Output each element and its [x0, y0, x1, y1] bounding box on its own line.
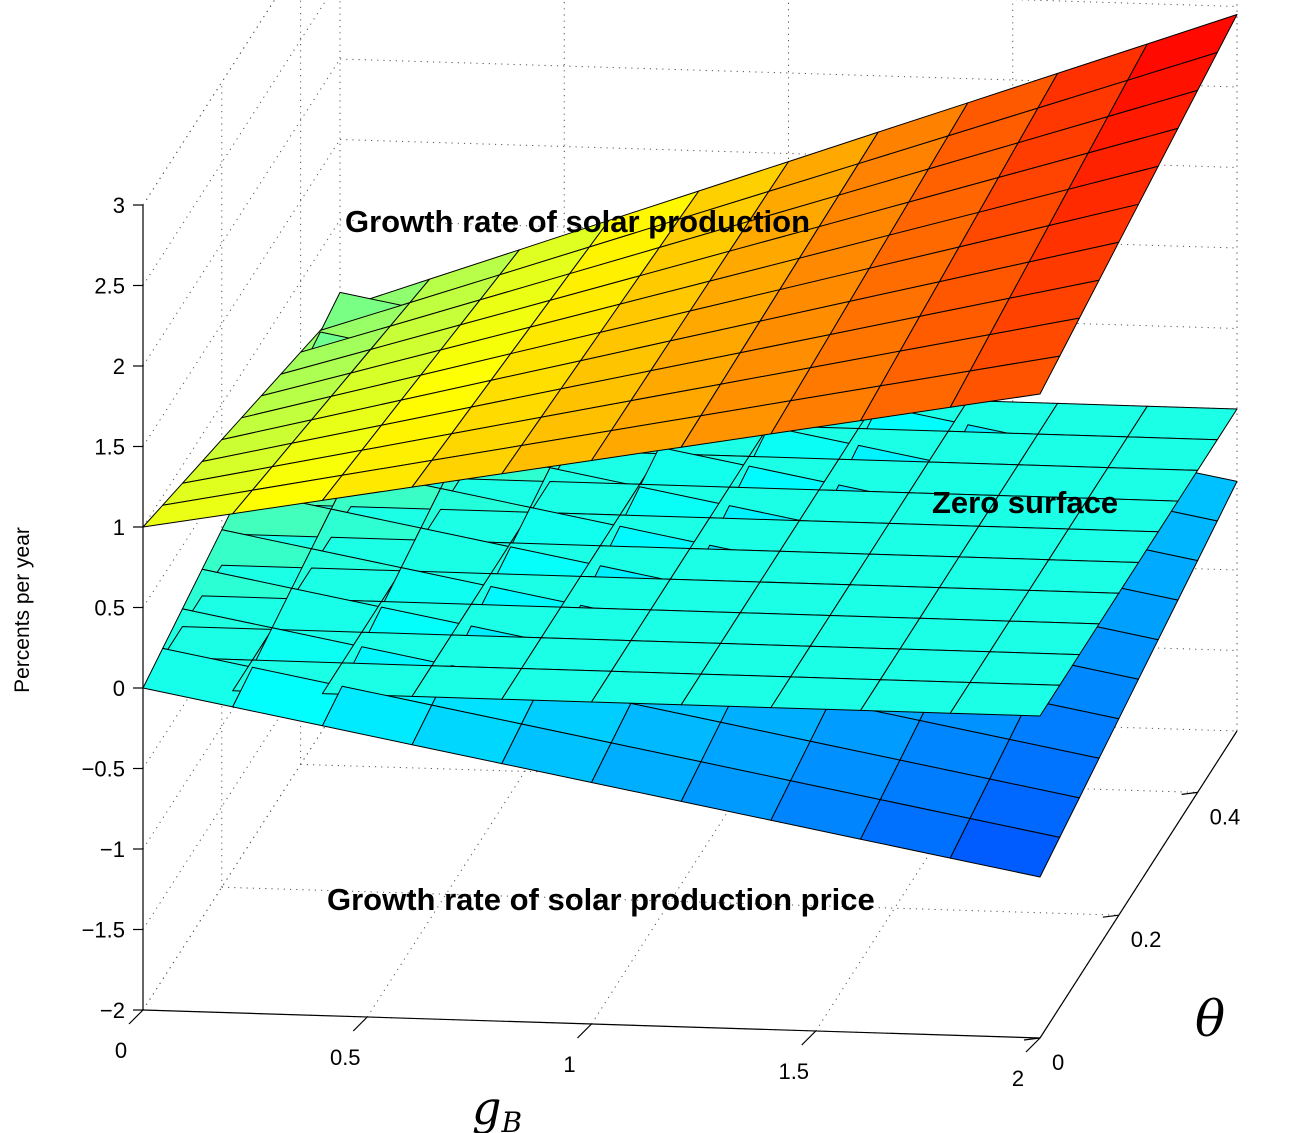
x-tick	[352, 1016, 368, 1032]
z-tick-label: 1	[113, 515, 125, 540]
y-tick-label: 0.2	[1131, 927, 1162, 952]
grid-line	[300, 763, 1198, 793]
y-tick	[1023, 1037, 1041, 1041]
z-axis-label: Percents per year	[11, 527, 34, 693]
surface-patch-zero	[969, 651, 1080, 686]
x-axis-line	[142, 1009, 1041, 1039]
grid-line	[142, 0, 327, 286]
surface-patch-zero	[1127, 405, 1238, 441]
x-tick	[128, 1009, 144, 1025]
x-tick-label: 0.5	[330, 1045, 361, 1070]
surface-patch-production	[949, 355, 1061, 408]
grid-line	[142, 0, 276, 206]
y-tick-label: 0.4	[1210, 804, 1241, 829]
y-axis-line	[1039, 730, 1238, 1039]
x-axis-label: gB	[472, 1081, 522, 1133]
y-tick-label: 0	[1052, 1050, 1064, 1075]
z-tick-label: −1.5	[82, 918, 125, 943]
grid-line	[339, 219, 1238, 249]
grid-line	[142, 0, 276, 206]
axes: −2 −1.5 −1 −0.5 0 0.5 1 1.5 2 2.5 3 0 0.5 1 1.5 2 0 0.2 0.…	[82, 193, 1241, 1091]
surface-patch-zero	[989, 620, 1100, 656]
z-tick-label: 3	[113, 193, 125, 218]
grid-line	[142, 139, 341, 447]
surface-patch-zero	[1008, 589, 1120, 625]
z-tick-label: −1	[100, 837, 125, 862]
surfaces	[142, 14, 1238, 878]
surface-patch-zero	[949, 682, 1061, 717]
z-tick-label: 2	[113, 354, 125, 379]
surface-patch-zero	[1048, 528, 1159, 563]
z-tick-label: 2.5	[94, 274, 125, 299]
y-tick	[1181, 791, 1198, 795]
y-axis-label: θ	[1195, 990, 1225, 1048]
surface-patch-price	[949, 818, 1061, 878]
annotation-zero-surface: Zero surface	[932, 485, 1118, 520]
surface-patch-zero	[1107, 436, 1218, 471]
z-tick-label: −0.5	[82, 757, 125, 782]
labels: Growth rate of solar production Zero sur…	[11, 204, 1225, 1133]
x-tick	[1025, 1037, 1041, 1053]
grid-line	[142, 219, 341, 528]
grid-line	[339, 139, 1238, 168]
x-tick-label: 2	[1012, 1066, 1024, 1091]
surface-patch-zero	[1028, 559, 1139, 594]
x-tick	[577, 1023, 592, 1039]
grid-line	[221, 886, 1119, 916]
grid-line	[142, 58, 341, 367]
x-tick-label: 1	[563, 1052, 575, 1077]
z-tick-label: −2	[100, 998, 125, 1023]
x-tick	[801, 1030, 817, 1046]
annotation-price: Growth rate of solar production price	[327, 882, 875, 917]
grid-line	[142, 702, 341, 1011]
x-tick-label: 0	[115, 1038, 127, 1063]
z-tick-label: 0.5	[94, 596, 125, 621]
grid-line	[339, 58, 1238, 88]
x-tick-label: 1.5	[778, 1059, 809, 1084]
y-tick	[1102, 914, 1119, 918]
z-tick-label: 1.5	[94, 435, 125, 460]
annotation-production: Growth rate of solar production	[345, 204, 810, 239]
z-tick-label: 0	[113, 676, 125, 701]
